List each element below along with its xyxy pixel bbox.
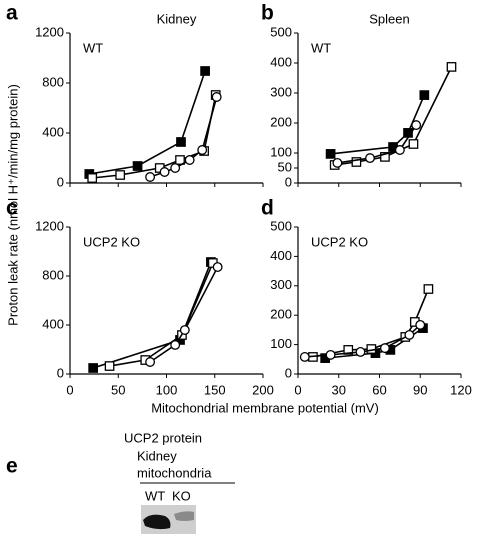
x-tick-label: 150 bbox=[204, 382, 226, 397]
y-tick-label: 800 bbox=[42, 267, 64, 282]
x-tick-label: 0 bbox=[294, 382, 301, 397]
series-line bbox=[149, 266, 219, 363]
point bbox=[415, 319, 426, 330]
y-tick-label: 1200 bbox=[35, 218, 64, 233]
point bbox=[351, 157, 362, 167]
point bbox=[394, 145, 405, 155]
point bbox=[159, 167, 170, 177]
series-line bbox=[109, 262, 214, 367]
x-tick-label: 100 bbox=[156, 382, 178, 397]
point bbox=[104, 361, 115, 371]
x-tick-label: 30 bbox=[332, 382, 346, 397]
y-tick-label: 1200 bbox=[35, 24, 64, 39]
point bbox=[87, 173, 98, 183]
point bbox=[200, 66, 210, 76]
series-line bbox=[330, 94, 426, 155]
y-tick-label: 0 bbox=[57, 365, 64, 380]
y-tick-label: 400 bbox=[42, 316, 64, 331]
point bbox=[423, 284, 434, 294]
y-tick-label: 500 bbox=[270, 218, 292, 233]
point bbox=[176, 137, 186, 147]
series-line bbox=[337, 124, 417, 164]
x-tick-label: 200 bbox=[252, 382, 274, 397]
y-tick-label: 0 bbox=[57, 174, 64, 189]
x-tick-label: 120 bbox=[450, 382, 472, 397]
y-tick-label: 400 bbox=[42, 124, 64, 139]
series-line bbox=[92, 94, 217, 179]
point bbox=[88, 363, 99, 373]
blot-subtitle: Kidney bbox=[137, 448, 177, 463]
point bbox=[115, 170, 126, 180]
y-tick-label: 500 bbox=[270, 24, 292, 39]
point bbox=[211, 92, 222, 102]
point bbox=[332, 157, 343, 168]
series-line bbox=[89, 70, 206, 175]
annotation: WT bbox=[311, 40, 331, 55]
blot-subtitle: mitochondria bbox=[137, 465, 212, 480]
point bbox=[404, 329, 415, 340]
y-tick-label: 300 bbox=[270, 277, 292, 292]
point bbox=[184, 155, 195, 165]
panel-label: c bbox=[6, 197, 18, 220]
point bbox=[419, 90, 430, 100]
point bbox=[325, 149, 336, 159]
point bbox=[170, 340, 181, 350]
y-tick-label: 300 bbox=[270, 84, 292, 99]
point bbox=[446, 62, 457, 72]
panel-label: e bbox=[6, 455, 18, 478]
point bbox=[170, 163, 181, 173]
annotation: WT bbox=[83, 40, 103, 55]
point bbox=[212, 262, 223, 273]
point bbox=[299, 351, 310, 362]
y-tick-label: 400 bbox=[270, 54, 292, 69]
point bbox=[145, 357, 156, 367]
y-tick-label: 0 bbox=[285, 174, 292, 189]
point bbox=[179, 325, 190, 335]
x-tick-label: 0 bbox=[66, 382, 73, 397]
panel-label: a bbox=[6, 2, 18, 25]
y-axis-title: Proton leak rate (nmol H⁺/min/mg protein… bbox=[5, 84, 20, 326]
y-tick-label: 100 bbox=[270, 144, 292, 159]
point bbox=[343, 345, 354, 355]
blot-title: UCP2 protein bbox=[124, 430, 202, 445]
point bbox=[365, 153, 375, 164]
point bbox=[380, 152, 390, 162]
point bbox=[411, 120, 422, 131]
series-line bbox=[312, 288, 430, 358]
lane-label: WT bbox=[145, 488, 165, 503]
panel-title: Spleen bbox=[369, 11, 409, 26]
point bbox=[355, 347, 366, 357]
y-tick-label: 200 bbox=[270, 114, 292, 129]
point bbox=[379, 343, 390, 354]
annotation: UCP2 KO bbox=[83, 234, 140, 249]
x-axis-title: Mitochondrial membrane potential (mV) bbox=[151, 400, 379, 415]
y-tick-label: 400 bbox=[270, 248, 292, 263]
y-tick-label: 100 bbox=[270, 336, 292, 351]
panel-label: b bbox=[261, 2, 274, 25]
y-tick-label: 0 bbox=[285, 365, 292, 380]
lane-label: KO bbox=[172, 488, 191, 503]
western-blot bbox=[141, 505, 196, 534]
x-tick-label: 90 bbox=[413, 382, 427, 397]
point bbox=[145, 172, 156, 182]
point bbox=[325, 349, 336, 360]
point bbox=[197, 145, 208, 155]
x-tick-label: 60 bbox=[372, 382, 386, 397]
panel-label: d bbox=[261, 197, 274, 220]
y-tick-label: 200 bbox=[270, 307, 292, 322]
point bbox=[175, 155, 185, 165]
annotation: UCP2 KO bbox=[311, 234, 368, 249]
x-tick-label: 50 bbox=[111, 382, 125, 397]
point bbox=[132, 161, 143, 171]
point bbox=[408, 139, 419, 149]
panel-title: Kidney bbox=[157, 11, 197, 26]
y-tick-label: 800 bbox=[42, 74, 64, 89]
y-tick-label: 50 bbox=[278, 159, 292, 174]
